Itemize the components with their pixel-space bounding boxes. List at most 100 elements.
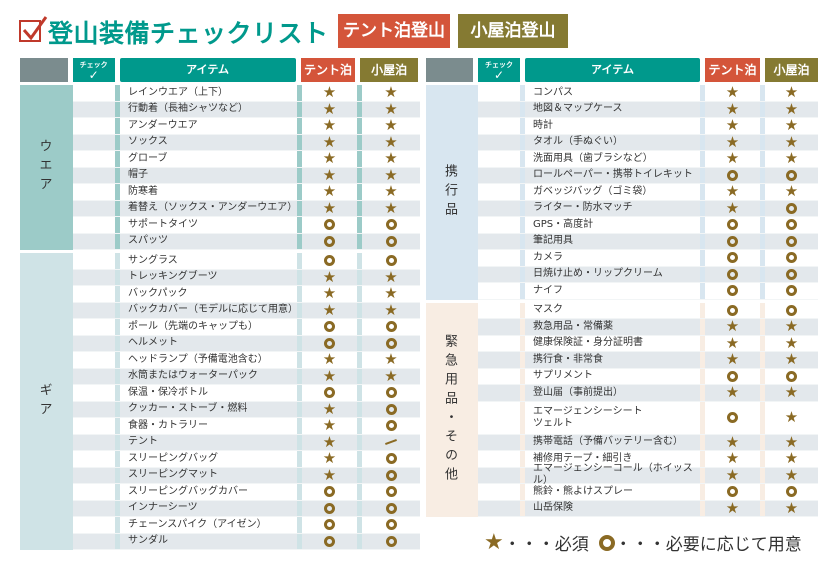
check-box[interactable] [73, 500, 115, 516]
check-box[interactable] [478, 184, 520, 200]
table-row: スパッツ [73, 233, 420, 250]
check-box[interactable] [73, 151, 115, 167]
table-row: ガベッジバッグ（ゴミ袋） ★ ★ [478, 184, 818, 201]
item-name: アンダーウエア [120, 118, 297, 134]
table-row: 保温・保冷ボトル [73, 385, 420, 402]
hut-mark [362, 418, 420, 434]
check-box[interactable] [478, 451, 520, 467]
check-box[interactable] [478, 167, 520, 183]
check-box[interactable] [478, 151, 520, 167]
item-name: ライター・防水マッチ [525, 200, 700, 216]
table-row: 食器・カトラリー ★ [73, 418, 420, 435]
table-row: 地図＆マップケース ★ ★ [478, 101, 818, 118]
hut-mark: ★ [362, 302, 420, 318]
check-box[interactable] [478, 118, 520, 134]
hut-mark [362, 517, 420, 533]
table-row: 携帯電話（予備バッテリー含む） ★ ★ [478, 434, 818, 451]
circle-icon [786, 169, 797, 181]
star-icon: ★ [725, 465, 740, 484]
check-box[interactable] [73, 517, 115, 533]
check-box[interactable] [73, 233, 115, 249]
section-1: ギア サングラス トレッキングブーツ ★ ★ バックパック [20, 253, 420, 550]
check-box[interactable] [478, 401, 520, 434]
tent-mark: ★ [705, 85, 760, 101]
check-box[interactable] [73, 352, 115, 368]
check-box[interactable] [73, 167, 115, 183]
check-box[interactable] [478, 134, 520, 150]
header-hut: 小屋泊 [360, 58, 418, 82]
hut-mark [362, 484, 420, 500]
check-box[interactable] [478, 434, 520, 450]
check-box[interactable] [478, 200, 520, 216]
check-box[interactable] [73, 533, 115, 549]
check-box[interactable] [73, 286, 115, 302]
circle-icon [324, 486, 335, 498]
check-box[interactable] [73, 217, 115, 233]
check-box[interactable] [478, 250, 520, 266]
check-box[interactable] [73, 253, 115, 269]
check-box[interactable] [73, 319, 115, 335]
check-box[interactable] [73, 467, 115, 483]
check-box[interactable] [73, 484, 115, 500]
hut-mark: ★ [362, 118, 420, 134]
check-box[interactable] [478, 352, 520, 368]
checkbox-icon [19, 16, 48, 42]
check-box[interactable] [478, 368, 520, 384]
table-row: 救急用品・常備薬 ★ ★ [478, 319, 818, 336]
hut-mark [765, 233, 818, 249]
star-icon: ★ [322, 399, 337, 418]
item-name: コンパス [525, 85, 700, 101]
check-box[interactable] [73, 302, 115, 318]
hut-mark: ★ [765, 467, 818, 483]
hut-mark [362, 319, 420, 335]
table-row: バックカバー（モデルに応じて用意） ★ ★ [73, 302, 420, 319]
table-row: サングラス [73, 253, 420, 270]
check-box[interactable] [73, 401, 115, 417]
check-box[interactable] [478, 500, 520, 516]
legend: ★ ・・・必須 ・・・必要に応じて用意 [484, 530, 802, 555]
check-box[interactable] [73, 385, 115, 401]
check-box[interactable] [478, 335, 520, 351]
check-box[interactable] [73, 134, 115, 150]
star-icon: ★ [484, 529, 504, 555]
check-box[interactable] [73, 335, 115, 351]
check-box[interactable] [73, 269, 115, 285]
circle-icon [385, 321, 397, 333]
star-icon: ★ [784, 383, 799, 402]
item-name: インナーシーツ [120, 500, 297, 516]
check-box[interactable] [73, 451, 115, 467]
star-icon: ★ [725, 83, 740, 102]
circle-icon [385, 502, 397, 514]
circle-icon [385, 219, 397, 231]
check-box[interactable] [73, 85, 115, 101]
check-box[interactable] [478, 283, 520, 299]
tent-mark: ★ [302, 399, 357, 418]
table-row: スリーピングマット ★ [73, 467, 420, 484]
check-box[interactable] [478, 217, 520, 233]
check-box[interactable] [73, 101, 115, 117]
item-name: クッカー・ストーブ・燃料 [120, 401, 297, 417]
check-box[interactable] [478, 101, 520, 117]
tent-mark [705, 233, 760, 249]
check-box[interactable] [478, 467, 520, 483]
check-box[interactable] [73, 418, 115, 434]
check-box[interactable] [73, 434, 115, 450]
check-box[interactable] [478, 385, 520, 401]
check-box[interactable] [478, 302, 520, 318]
circle-icon [324, 321, 335, 333]
check-box[interactable] [478, 233, 520, 249]
table-row: タオル（手ぬぐい） ★ ★ [478, 134, 818, 151]
check-box[interactable] [73, 118, 115, 134]
table-row: チェーンスパイク（アイゼン） [73, 517, 420, 534]
check-box[interactable] [73, 368, 115, 384]
tent-mark [705, 266, 760, 282]
circle-icon [385, 535, 397, 547]
check-box[interactable] [478, 85, 520, 101]
category-label: 携行品 [442, 163, 457, 221]
check-box[interactable] [478, 319, 520, 335]
check-box[interactable] [478, 266, 520, 282]
item-name: 登山届（事前提出） [525, 385, 700, 401]
check-box[interactable] [73, 200, 115, 216]
check-box[interactable] [478, 484, 520, 500]
check-box[interactable] [73, 184, 115, 200]
